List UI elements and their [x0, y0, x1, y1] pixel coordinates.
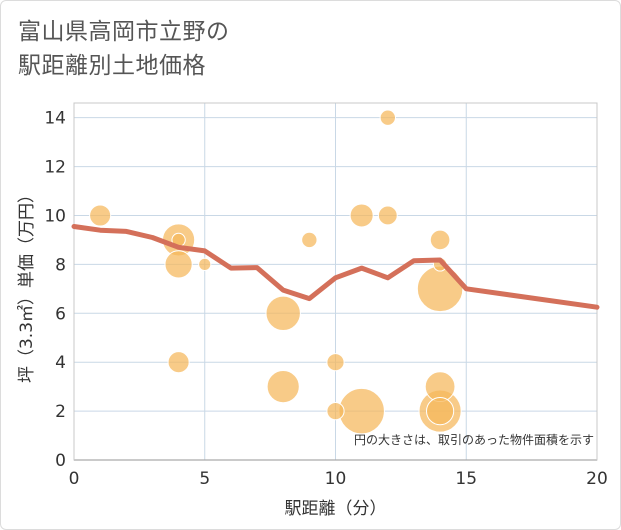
data-point [167, 351, 190, 374]
data-point [265, 295, 301, 331]
data-point [326, 401, 345, 421]
data-point [426, 396, 455, 426]
data-point [349, 203, 374, 228]
data-point [416, 265, 464, 313]
data-point [377, 205, 398, 226]
y-tick-label: 4 [55, 353, 66, 373]
data-point [429, 229, 451, 251]
tick-labels: 0 5 10 15 20 0 2 4 6 8 10 12 14 [44, 109, 607, 489]
y-tick-label: 0 [55, 451, 66, 471]
data-point [266, 370, 300, 404]
x-tick-label: 15 [455, 469, 477, 489]
bubble-series [89, 109, 464, 435]
data-point [379, 109, 396, 126]
data-point [164, 250, 193, 279]
x-tick-label: 20 [586, 469, 608, 489]
size-note: 円の大きさは、取引のあった物件面積を示す [354, 432, 594, 447]
y-tick-label: 10 [44, 206, 66, 226]
y-tick-label: 14 [44, 109, 66, 129]
y-tick-label: 8 [55, 255, 66, 275]
x-tick-label: 10 [325, 469, 347, 489]
trend-line [71, 224, 600, 310]
trend-series [71, 224, 600, 310]
data-point [198, 257, 212, 271]
y-tick-label: 2 [55, 402, 66, 422]
x-axis-title: 駅距離（分） [285, 499, 387, 519]
data-point [89, 204, 112, 227]
y-tick-label: 12 [44, 158, 66, 178]
chart-title: 富山県高岡市立野の 駅距離別土地価格 [18, 19, 230, 79]
y-tick-label: 6 [55, 304, 66, 324]
y-axis-title: 坪（3.3㎡）単価（万円） [17, 186, 37, 383]
x-tick-label: 0 [69, 469, 80, 489]
plot-area [73, 102, 598, 461]
x-tick-label: 5 [199, 469, 210, 489]
data-point [338, 387, 385, 435]
data-point [301, 231, 318, 249]
data-point [326, 353, 345, 372]
